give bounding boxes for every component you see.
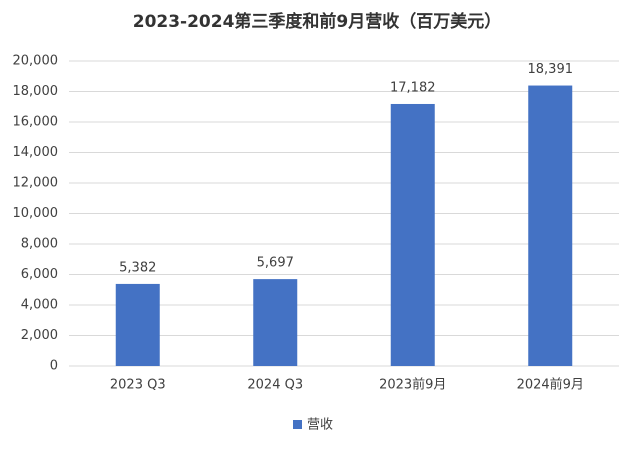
legend-swatch (293, 420, 302, 429)
x-tick-label: 2024 Q3 (247, 378, 303, 393)
y-tick-label: 0 (50, 359, 58, 374)
data-label: 17,182 (390, 80, 436, 95)
y-tick-label: 14,000 (13, 145, 59, 160)
y-tick-label: 2,000 (21, 328, 58, 343)
y-tick-label: 4,000 (21, 298, 58, 313)
legend-label: 营收 (307, 418, 333, 433)
bar (253, 279, 298, 366)
y-tick-label: 6,000 (21, 267, 58, 282)
chart-title: 2023-2024第三季度和前9月营收（百万美元） (133, 11, 502, 32)
y-tick-label: 10,000 (13, 206, 59, 221)
x-tick-label: 2023前9月 (379, 377, 446, 393)
data-label: 18,391 (528, 62, 574, 77)
data-label: 5,382 (119, 260, 156, 275)
y-tick-label: 12,000 (13, 176, 59, 191)
bar (115, 283, 160, 366)
y-tick-label: 18,000 (13, 84, 59, 99)
x-tick-label: 2024前9月 (517, 377, 584, 393)
y-tick-label: 20,000 (13, 54, 59, 69)
data-label: 5,697 (257, 256, 294, 271)
y-tick-label: 8,000 (21, 237, 58, 252)
bar (390, 103, 435, 367)
x-tick-label: 2023 Q3 (110, 378, 166, 393)
y-tick-label: 16,000 (13, 115, 59, 130)
bar (528, 85, 573, 367)
